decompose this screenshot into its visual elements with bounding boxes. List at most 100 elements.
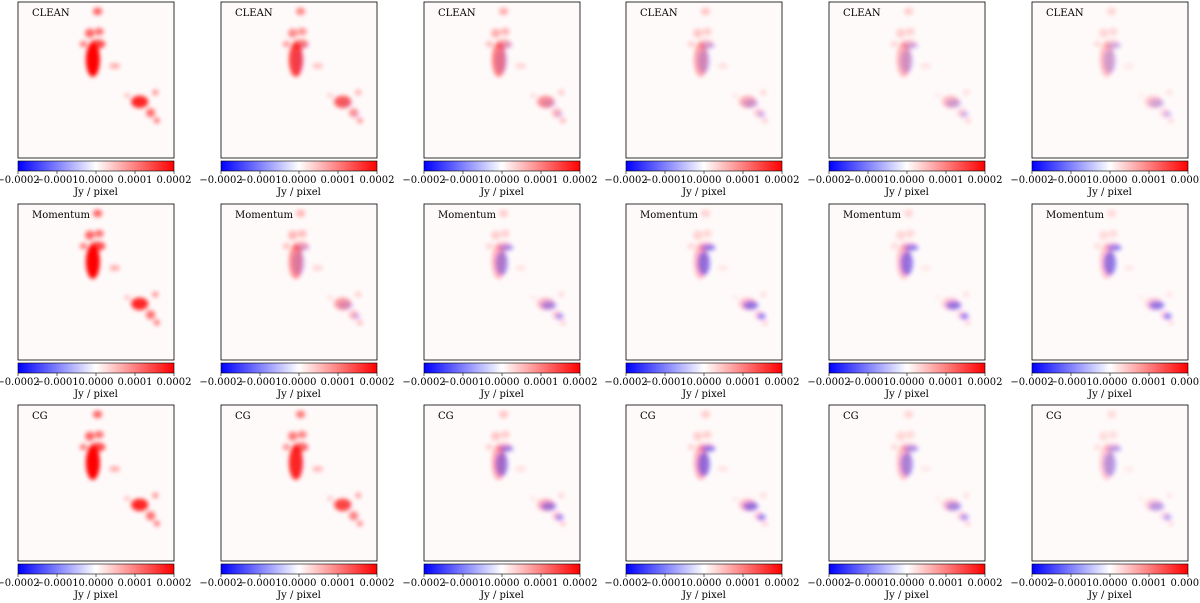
colorbar-tick-label: 0.0000 [79,377,114,388]
colorbar-label: Jy / pixel [73,187,118,198]
positive-blob [920,465,932,473]
negative-blob [499,244,514,251]
positive-blob [1108,430,1118,439]
positive-blob [558,89,565,96]
positive-blob [963,89,970,96]
panel-method-label: Momentum [32,210,91,221]
colorbar-tick-label: 0.0000 [890,578,925,589]
positive-blob [1106,7,1117,16]
colorbar-tick-label: 0.0000 [687,175,722,186]
negative-blob [697,251,711,276]
negative-blob [495,49,509,74]
positive-blob [355,291,362,298]
panel-method-label: CLEAN [1046,8,1084,19]
positive-blob [1093,243,1102,250]
colorbar [220,160,378,172]
negative-blob [495,251,509,276]
positive-blob [702,430,712,439]
colorbar-tick-label: −0.0002 [807,175,850,186]
positive-blob [920,62,932,70]
colorbar-tick-label: −0.0002 [604,377,647,388]
negative-blob [701,244,716,251]
positive-blob [717,465,729,473]
colorbar-tick-label: 0.0000 [485,578,520,589]
negative-blob [743,99,759,108]
positive-blob [905,27,915,36]
colorbar-tick-label: −0.0002 [604,175,647,186]
colorbar [1031,160,1189,172]
negative-blob [1149,502,1165,511]
panel-method-label: CG [438,411,454,422]
positive-blob [327,295,334,300]
residual-map [485,7,566,124]
colorbar-tick-label: 0.0002 [968,578,1003,589]
positive-blob [732,295,739,300]
colorbar-tick-label: 0.0001 [1132,578,1167,589]
positive-blob [558,492,565,499]
colorbar-tick-label: 0.0002 [563,578,598,589]
colorbar-label: Jy / pixel [681,187,726,198]
colorbar-tick-label: 0.0000 [687,377,722,388]
panel-frame [625,404,783,562]
colorbar [1031,362,1189,374]
colorbar-tick-label: 0.0001 [726,175,761,186]
residual-map [890,7,971,124]
positive-blob [905,430,915,439]
panel-method-label: Momentum [438,210,497,221]
negative-blob [353,514,361,521]
colorbar-tick-label: 0.0001 [524,377,559,388]
colorbar-tick-label: 0.0001 [524,578,559,589]
positive-blob [348,511,359,521]
negative-blob [757,514,766,521]
positive-blob [295,410,306,419]
negative-blob [541,99,557,108]
panel-frame [625,1,783,159]
panel-method-label: Momentum [235,210,294,221]
negative-blob [292,251,306,276]
colorbar [1031,563,1189,575]
negative-blob [743,502,759,511]
panel-method-label: Momentum [1046,210,1105,221]
negative-blob [697,49,711,74]
colorbar-label: Jy / pixel [1087,590,1132,601]
panel-method-label: CG [235,411,251,422]
panel-frame [828,1,986,159]
negative-blob [352,111,361,118]
colorbar-tick-label: −0.0002 [1010,175,1053,186]
colorbar-tick-label: 0.0000 [890,377,925,388]
colorbar-label: Jy / pixel [1087,389,1132,400]
positive-blob [498,209,509,218]
panel-0-3: CLEAN −0.0002−0.0001 0.0000 0.0001 0.0002 Jy … [604,1,800,198]
colorbar-tick-label: 0.0002 [1171,175,1200,186]
negative-blob [1107,244,1122,251]
negative-blob [946,301,962,310]
colorbar-tick-label: 0.0002 [765,175,800,186]
panel-method-label: CG [1046,411,1062,422]
positive-blob [964,520,971,527]
positive-blob [109,264,121,272]
negative-blob [1103,452,1117,477]
residual-map [890,410,971,527]
positive-blob [903,209,914,218]
colorbar-tick-label: −0.0001 [643,377,686,388]
positive-blob [963,492,970,499]
colorbar-tick-label: 0.0001 [726,578,761,589]
panel-frame [220,1,378,159]
positive-blob [485,444,494,451]
negative-blob [1149,301,1165,310]
panel-0-4: CLEAN −0.0002−0.0001 0.0000 0.0001 0.0002 Jy … [807,1,1003,198]
colorbar-label: Jy / pixel [479,187,524,198]
panel-method-label: CG [843,411,859,422]
positive-blob [964,319,971,326]
colorbar-label: Jy / pixel [73,389,118,400]
positive-blob [153,319,160,326]
positive-blob [1167,319,1174,326]
colorbar-tick-label: 0.0002 [765,578,800,589]
positive-blob [530,93,537,98]
residual-map [79,7,160,124]
panel-frame [625,203,783,361]
positive-blob [896,230,906,240]
positive-blob [297,229,307,238]
positive-blob [935,496,942,501]
